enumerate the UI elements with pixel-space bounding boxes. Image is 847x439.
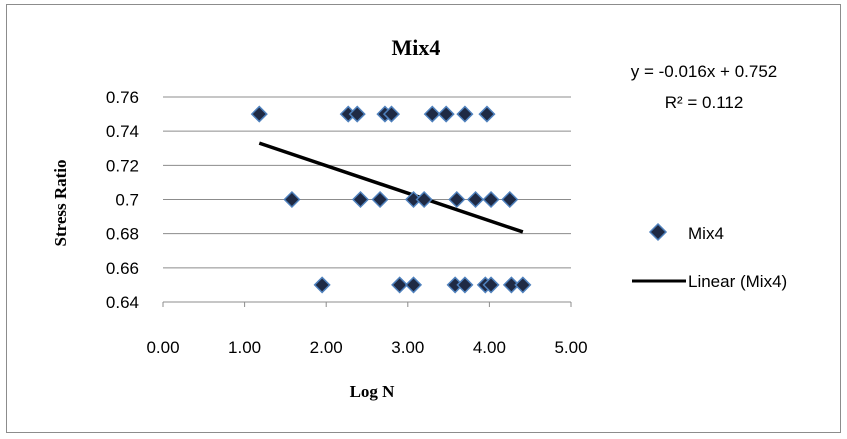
data-point <box>448 190 466 209</box>
data-point <box>514 276 532 294</box>
y-tick-label: 0.64 <box>106 293 139 312</box>
data-point <box>437 105 455 123</box>
x-tick-label: 4.00 <box>473 338 506 357</box>
x-axis-ticks: 0.00 1.00 2.00 3.00 4.00 5.00 <box>146 302 588 357</box>
data-point <box>482 276 500 294</box>
data-point <box>404 276 423 294</box>
y-tick-label: 0.72 <box>106 156 139 175</box>
x-tick-label: 0.00 <box>146 338 179 357</box>
y-tick-label: 0.76 <box>106 88 139 107</box>
data-point <box>415 190 433 209</box>
x-tick-label: 2.00 <box>310 338 343 357</box>
data-point <box>250 105 268 123</box>
data-point <box>456 276 474 294</box>
y-axis-ticks: 0.64 0.66 0.68 0.7 0.72 0.74 0.76 <box>106 88 139 312</box>
data-point <box>348 105 366 123</box>
data-point <box>423 105 441 123</box>
data-point <box>501 190 519 209</box>
data-point <box>482 190 500 209</box>
legend-label-linear: Linear (Mix4) <box>688 272 787 291</box>
y-tick-label: 0.74 <box>106 122 139 141</box>
data-point <box>391 276 409 294</box>
legend-marker-mix4 <box>648 222 668 242</box>
trendline <box>258 141 524 234</box>
data-point <box>466 190 485 209</box>
data-point <box>478 105 496 123</box>
y-tick-label: 0.66 <box>106 259 139 278</box>
chart-title: Mix4 <box>392 35 441 60</box>
x-axis-label: Log N <box>350 382 396 401</box>
x-tick-label: 5.00 <box>554 338 587 357</box>
trendline-r-squared: R² = 0.112 <box>665 93 744 112</box>
legend: Mix4 Linear (Mix4) <box>632 222 787 291</box>
data-points <box>250 105 532 294</box>
data-point <box>351 190 370 209</box>
x-tick-label: 1.00 <box>228 338 261 357</box>
data-point <box>456 105 474 123</box>
data-point <box>382 105 401 123</box>
trendline-equation: y = -0.016x + 0.752 <box>631 62 778 81</box>
data-point <box>283 190 301 209</box>
y-tick-label: 0.7 <box>115 191 139 210</box>
data-point <box>313 276 331 294</box>
y-axis-label: Stress Ratio <box>51 159 70 246</box>
trendline-group <box>258 141 524 234</box>
x-tick-label: 3.00 <box>391 338 424 357</box>
chart-area <box>6 4 841 433</box>
gridlines <box>163 96 571 269</box>
legend-label-mix4: Mix4 <box>688 224 724 243</box>
data-point <box>502 276 520 294</box>
data-point <box>371 190 389 209</box>
y-tick-label: 0.68 <box>106 225 139 244</box>
